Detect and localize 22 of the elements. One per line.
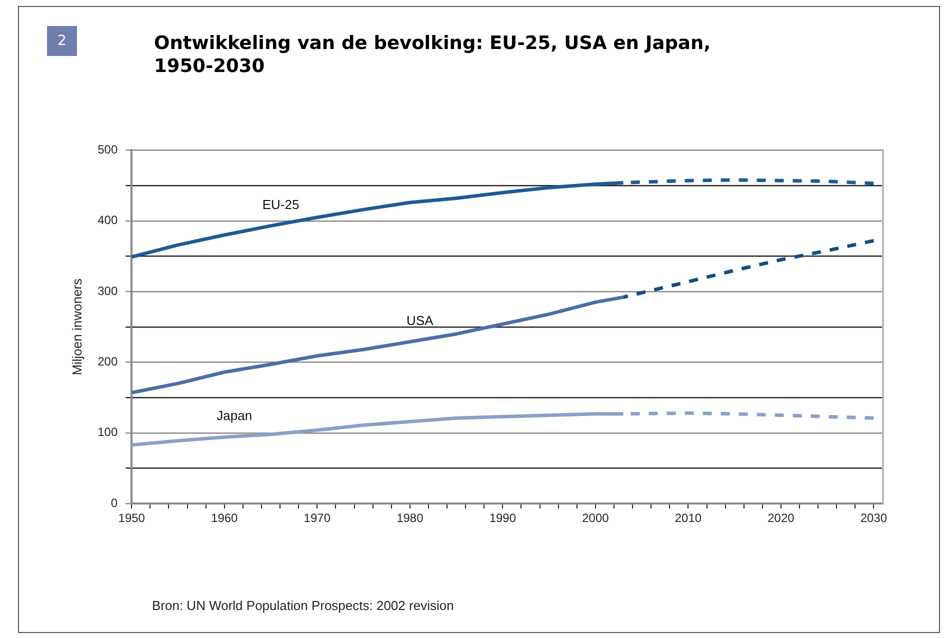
x-tick-label: 2020	[768, 511, 795, 526]
text: Bron: UN World Population Prospects: 2002 revision	[152, 598, 454, 613]
x-tick-label: 1950	[118, 511, 146, 526]
x-tick-label: 1970	[304, 511, 331, 526]
x-tick-label: 2010	[674, 511, 702, 526]
series-label: Japan	[216, 408, 252, 424]
x-tick-label: 1980	[396, 511, 424, 526]
series-label: EU-25	[262, 196, 300, 212]
y-tick-label: 200	[98, 354, 118, 369]
series-label: USA	[406, 312, 434, 328]
x-tick-label: 1990	[489, 511, 516, 526]
y-tick-label: 400	[98, 213, 118, 228]
x-tick-label: 2030	[860, 511, 888, 526]
y-tick-label: 0	[110, 496, 118, 510]
text: 2	[47, 26, 77, 56]
chart-title: Ontwikkeling van de bevolking: EU-25, USA en Japan, 1950-2030	[154, 32, 712, 78]
y-tick-label: 500	[98, 142, 118, 157]
x-tick-label: 2000	[582, 511, 610, 526]
y-axis-title: Miljoen inwoners	[69, 278, 84, 376]
y-tick-label: 100	[98, 425, 118, 440]
y-tick-label: 300	[98, 284, 118, 298]
x-tick-label: 1960	[211, 511, 238, 526]
